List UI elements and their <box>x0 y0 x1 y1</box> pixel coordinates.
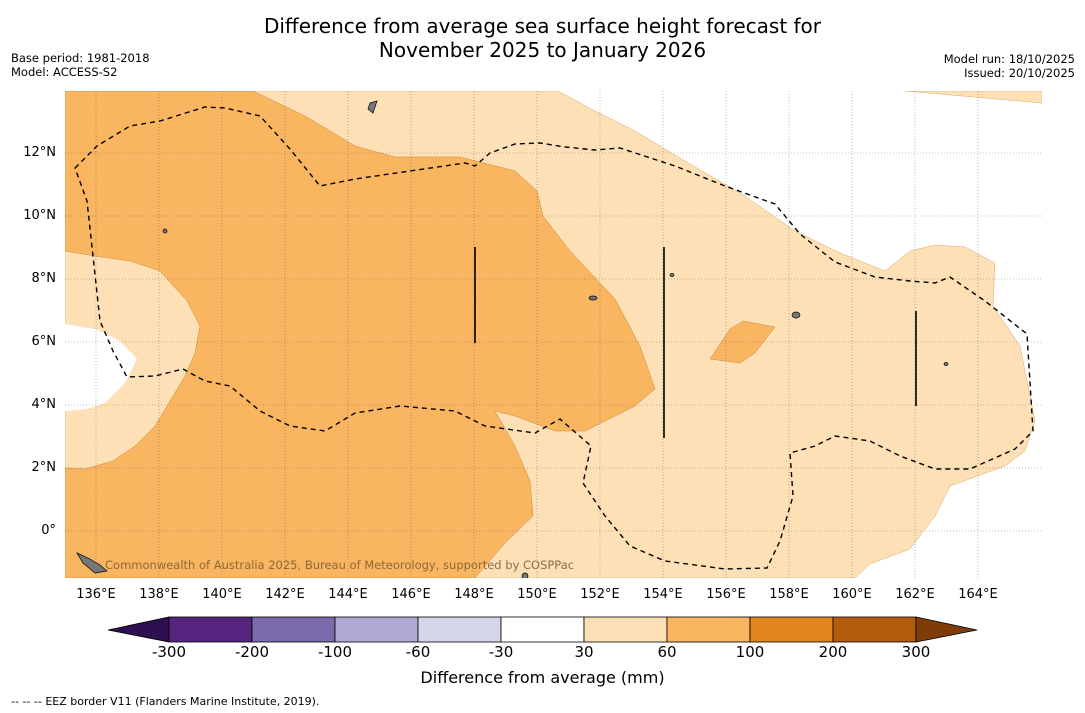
colorbar-label-9: 200 <box>818 643 848 661</box>
anomaly-region-light-ne <box>904 91 1042 104</box>
lon-label-144e: 144°E <box>328 587 368 602</box>
colorbar-label-1: -300 <box>151 643 187 661</box>
colorbar-segment-8 <box>749 616 834 643</box>
eez-legend-marker: -- -- -- <box>11 695 42 708</box>
lon-label-148e: 148°E <box>454 587 494 602</box>
lon-label-162e: 162°E <box>895 587 935 602</box>
colorbar-label-10: 300 <box>901 643 931 661</box>
lat-label-10n: 10°N <box>23 208 56 223</box>
colorbar-left-arrow <box>108 616 170 643</box>
eez-border <box>74 106 1034 570</box>
lon-label-164e: 164°E <box>958 587 998 602</box>
lat-label-2n: 2°N <box>31 460 57 475</box>
meta-left: Base period: 1981-2018 Model: ACCESS-S2 <box>11 51 150 79</box>
lat-label-6n: 6°N <box>31 334 57 349</box>
colorbar-segment-5 <box>500 616 585 643</box>
lon-label-136e: 136°E <box>76 587 116 602</box>
islands <box>76 100 949 578</box>
lon-label-152e: 152°E <box>580 587 620 602</box>
lon-label-160e: 160°E <box>832 587 872 602</box>
lat-label-0: 0° <box>41 523 56 538</box>
lon-label-146e: 146°E <box>391 587 431 602</box>
colorbar-segment-7 <box>666 616 751 643</box>
map-panel <box>65 91 1042 578</box>
model-run-text: Model run: 18/10/2025 <box>943 52 1075 66</box>
issued-text: Issued: 20/10/2025 <box>964 66 1075 80</box>
colorbar-segment-3 <box>334 616 419 643</box>
colorbar <box>108 616 978 643</box>
neutral-region-west <box>65 324 137 411</box>
lat-label-8n: 8°N <box>31 271 57 286</box>
colorbar-right-arrow <box>915 616 978 643</box>
colorbar-segment-9 <box>832 616 917 643</box>
colorbar-segment-6 <box>583 616 668 643</box>
lon-label-138e: 138°E <box>139 587 179 602</box>
base-period-text: Base period: 1981-2018 <box>11 51 150 65</box>
lat-label-4n: 4°N <box>31 397 57 412</box>
lon-label-156e: 156°E <box>706 587 746 602</box>
title-line-1: Difference from average sea surface heig… <box>263 14 822 38</box>
map-svg <box>65 91 1042 578</box>
eez-legend: -- -- -- EEZ border V11 (Flanders Marine… <box>11 695 319 709</box>
lon-label-142e: 142°E <box>265 587 305 602</box>
map-markers <box>474 247 917 438</box>
model-text: Model: ACCESS-S2 <box>11 65 118 79</box>
title-line-2: November 2025 to January 2026 <box>378 38 707 62</box>
colorbar-segment-1 <box>168 616 253 643</box>
chart-title: Difference from average sea surface heig… <box>0 14 1085 62</box>
colorbar-title: Difference from average (mm) <box>420 668 665 687</box>
colorbar-label-2: -200 <box>234 643 270 661</box>
eez-legend-text: EEZ border V11 (Flanders Marine Institut… <box>45 695 320 708</box>
lon-label-158e: 158°E <box>769 587 809 602</box>
anomaly-region-medium <box>65 91 656 578</box>
colorbar-label-4: -60 <box>405 643 431 661</box>
colorbar-segment-4 <box>417 616 502 643</box>
meta-right: Model run: 18/10/2025 Issued: 20/10/2025 <box>944 52 1075 80</box>
colorbar-label-8: 100 <box>735 643 765 661</box>
colorbar-label-5: -30 <box>488 643 514 661</box>
lon-label-150e: 150°E <box>517 587 557 602</box>
lat-label-12n: 12°N <box>23 145 56 160</box>
lon-label-140e: 140°E <box>202 587 242 602</box>
colorbar-label-6: 30 <box>574 643 594 661</box>
grid-lines <box>65 91 1042 578</box>
lon-label-154e: 154°E <box>643 587 683 602</box>
colorbar-segment-2 <box>251 616 336 643</box>
map-credit: Commonwealth of Australia 2025, Bureau o… <box>105 558 575 572</box>
colorbar-label-3: -100 <box>317 643 353 661</box>
colorbar-label-7: 60 <box>657 643 677 661</box>
